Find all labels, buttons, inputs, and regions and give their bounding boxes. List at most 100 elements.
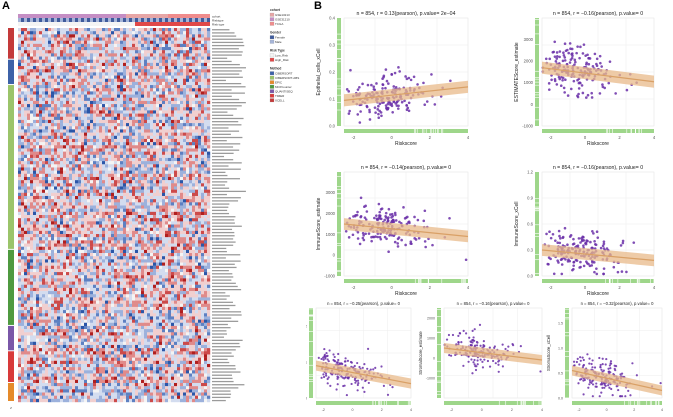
heatmap-cell [60,78,64,83]
heatmap-cell [102,119,106,124]
heatmap-cell [21,135,25,140]
heatmap-cell [129,173,133,178]
heatmap-cell [165,230,169,235]
row-label-mark [212,89,232,91]
heatmap-cell [141,211,145,216]
heatmap-cell [189,100,193,105]
heatmap-cell [66,119,70,124]
heatmap-cell [60,218,64,222]
heatmap-cell [177,126,181,130]
heatmap-cell [42,148,46,152]
heatmap-cell [201,199,205,203]
heatmap-cell [201,148,205,152]
heatmap-cell [33,107,37,111]
annotation-cell [132,14,135,18]
heatmap-cell [81,132,85,136]
heatmap-cell [108,148,112,152]
heatmap-cell [144,259,148,263]
heatmap-cell [45,100,49,105]
heatmap-cell [111,240,115,244]
heatmap-cell [147,66,151,70]
heatmap-cell [81,78,85,83]
heatmap-cell [96,195,100,200]
heatmap-cell [192,167,196,171]
heatmap-cell [96,211,100,216]
heatmap-cell [114,31,118,35]
row-label-mark [212,209,228,212]
heatmap-cell [174,173,178,178]
heatmap-cell [165,78,169,83]
heatmap-cell [42,192,46,197]
heatmap-cell [33,119,37,124]
heatmap-cell [198,62,202,67]
heatmap-cell [192,75,196,79]
heatmap-cell [171,28,175,32]
heatmap-cell [168,202,172,206]
heatmap-cell [39,78,43,83]
row-label-mark [212,32,235,34]
heatmap-cell [54,253,58,257]
heatmap-cell [66,53,70,57]
heatmap-cell [81,202,85,206]
heatmap-cell [45,164,49,168]
heatmap-cell [63,116,67,121]
heatmap-cell [108,167,112,171]
heatmap-cell [45,142,49,146]
heatmap-cell [123,256,127,260]
heatmap-cell [33,199,37,203]
heatmap-cell [69,85,73,89]
heatmap-cell [138,110,142,114]
heatmap-cell [60,97,64,102]
heatmap-cell [138,218,142,222]
heatmap-cell [105,50,109,54]
row-label-mark [212,219,235,221]
heatmap-cell [204,211,208,216]
heatmap-cell [153,132,157,136]
annotation-cell [42,22,45,26]
heatmap-cell [141,205,145,209]
heatmap-cell [57,104,61,108]
heatmap-cell [123,37,127,41]
heatmap-cell [171,230,175,235]
heatmap-cell [54,151,58,155]
heatmap-cell [102,116,106,121]
heatmap-cell [126,180,130,184]
heatmap-cell [57,132,61,136]
heatmap-cell [108,91,112,95]
heatmap-cell [195,123,199,127]
heatmap-cell [201,91,205,95]
heatmap-cell [117,256,121,260]
heatmap-cell [120,151,124,155]
heatmap-cell [174,34,178,38]
heatmap-cell [186,230,190,235]
heatmap-cell [150,192,154,197]
heatmap-cell [144,256,148,260]
heatmap-cell [27,202,31,206]
heatmap-cell [177,186,181,190]
heatmap-cell [168,253,172,257]
heatmap-cell [186,56,190,60]
heatmap-cell [57,173,61,178]
row-label-mark [212,63,240,66]
heatmap-cell [201,180,205,184]
heatmap-cell [192,113,196,117]
heatmap-cell [105,240,109,244]
heatmap-cell [159,170,163,174]
heatmap-cell [108,40,112,45]
heatmap-cell [45,37,49,41]
heatmap-cell [51,173,55,178]
heatmap-cell [84,56,88,60]
heatmap-cell [174,113,178,117]
heatmap-cell [96,78,100,83]
heatmap-cell [33,110,37,114]
heatmap-cell [93,186,97,190]
heatmap-cell [39,72,43,76]
heatmap-cell [63,151,67,155]
heatmap-cell [72,100,76,105]
heatmap-cell [99,81,103,86]
heatmap-cell [126,167,130,171]
heatmap-cell [180,31,184,35]
heatmap-cell [198,107,202,111]
heatmap-cell [60,28,64,32]
heatmap-cell [117,161,121,165]
